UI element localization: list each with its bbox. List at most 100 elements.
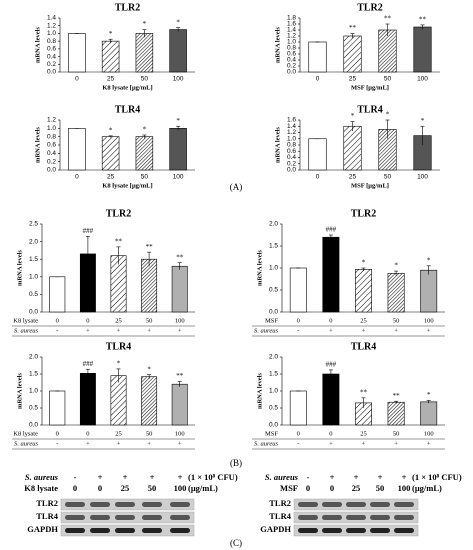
chart-title: TLR4 [357, 104, 383, 115]
y-tick-label: 1.5 [29, 256, 38, 263]
significance: * [109, 30, 113, 38]
y-tick-label: 0.0 [47, 69, 56, 76]
bar [49, 390, 66, 426]
x-tick-label: 0 [316, 76, 320, 83]
treatment-value: - [297, 327, 299, 334]
blot-row-label: K8 lysate [24, 483, 58, 493]
blot-band-label: GAPDH [260, 524, 291, 534]
y-axis-label: mRNA levels [256, 250, 263, 286]
y-tick-label: 0.5 [29, 291, 38, 298]
x-tick-label: 100 [417, 174, 428, 181]
x-tick-label: 100 [175, 317, 185, 324]
row-label: K8 lysate [13, 430, 38, 437]
blot-row-value: 0 [73, 483, 77, 493]
x-tick-label: 0 [75, 76, 79, 83]
blot-band-label: TLR2 [36, 498, 58, 508]
significance: * [362, 259, 366, 267]
treatment-value: + [329, 327, 333, 334]
y-tick-label: 1.0 [269, 265, 278, 272]
bar [308, 41, 327, 73]
blot-band [170, 502, 190, 507]
blot-row-value: + [178, 472, 183, 482]
significance: * [394, 262, 398, 270]
bar [49, 276, 66, 313]
treatment-value: + [147, 440, 151, 447]
x-tick-label: 25 [360, 430, 367, 437]
x-tick-label: 100 [424, 317, 434, 324]
y-tick-label: 1.5 [269, 371, 278, 378]
blot-band [394, 515, 414, 520]
x-tick-label: 0 [329, 430, 332, 437]
y-tick-label: 0.6 [287, 148, 296, 155]
blot-band [170, 528, 190, 533]
x-tick-label: 25 [115, 317, 122, 324]
y-tick-label: 2.5 [29, 221, 38, 228]
bar [101, 40, 120, 73]
y-tick-label: 1.2 [287, 129, 296, 136]
chart-title: TLR2 [115, 2, 141, 13]
blot-row-unit: (1 × 10⁸ CFU) [412, 472, 462, 482]
bar [171, 383, 188, 426]
blot-band [65, 528, 85, 533]
blot-row-value: + [123, 472, 128, 482]
significance: * [117, 360, 121, 368]
blot-row-value: 50 [148, 483, 157, 493]
y-tick-label: 0.0 [269, 422, 278, 429]
treatment-value: + [178, 327, 182, 334]
treatment-value: - [297, 440, 299, 447]
blot-row-unit: (μg/mL) [188, 483, 218, 493]
blot-band [170, 515, 190, 520]
x-tick-label: 0 [316, 174, 320, 181]
y-tick-label: 1.0 [47, 125, 56, 132]
blot-band [142, 502, 162, 507]
significance: ** [115, 237, 123, 245]
x-tick-label: 0 [86, 430, 89, 437]
bar [68, 33, 86, 73]
blot-row-unit: (μg/mL) [412, 483, 442, 493]
treatment-value: + [394, 440, 398, 447]
x-tick-label: 0 [297, 430, 300, 437]
row-label: K8 lysate [13, 317, 38, 324]
bar [135, 33, 154, 73]
y-tick-label: 0.6 [47, 46, 56, 53]
treatment-value: + [362, 440, 366, 447]
x-tick-label: 25 [107, 174, 115, 181]
treatment-value: - [56, 440, 58, 447]
blot-band [142, 528, 162, 533]
blot-row-value: + [402, 472, 407, 482]
bar [141, 258, 158, 313]
blot-band [322, 528, 342, 533]
y-tick-label: 0.0 [269, 309, 278, 316]
blot-band [115, 528, 135, 533]
x-tick-label: 25 [349, 174, 357, 181]
panel-label: (C) [230, 538, 242, 548]
blot-row-value: 25 [352, 483, 361, 493]
y-tick-label: 0.6 [287, 51, 296, 58]
blot-band [115, 515, 135, 520]
y-tick-label: 0.5 [269, 287, 278, 294]
y-tick-label: 0.0 [287, 69, 296, 76]
blot-row-label: S. aureus [265, 472, 299, 482]
y-tick-label: 0.8 [47, 133, 56, 140]
blot-row-value: - [307, 472, 310, 482]
y-tick-label: 0.0 [287, 167, 296, 174]
bar [101, 136, 120, 171]
y-tick-label: 1.5 [269, 243, 278, 250]
y-tick-label: 1.6 [287, 21, 296, 28]
blot-band [370, 515, 390, 520]
significance: * [109, 126, 113, 134]
y-tick-label: 0.0 [29, 422, 38, 429]
y-tick-label: 0.0 [29, 309, 38, 316]
blot-band [346, 502, 366, 507]
y-tick-label: 0.2 [47, 158, 56, 165]
blot-row-value: + [378, 472, 383, 482]
x-tick-label: 100 [417, 76, 428, 83]
blot-band [394, 528, 414, 533]
treatment-value: + [86, 440, 90, 447]
blot-band [370, 528, 390, 533]
y-axis-label: mRNA levels [34, 27, 41, 63]
chart-title: TLR4 [351, 341, 377, 352]
x-tick-label: 0 [297, 317, 300, 324]
significance: * [176, 18, 180, 26]
row-label: S. aureus [14, 327, 38, 334]
